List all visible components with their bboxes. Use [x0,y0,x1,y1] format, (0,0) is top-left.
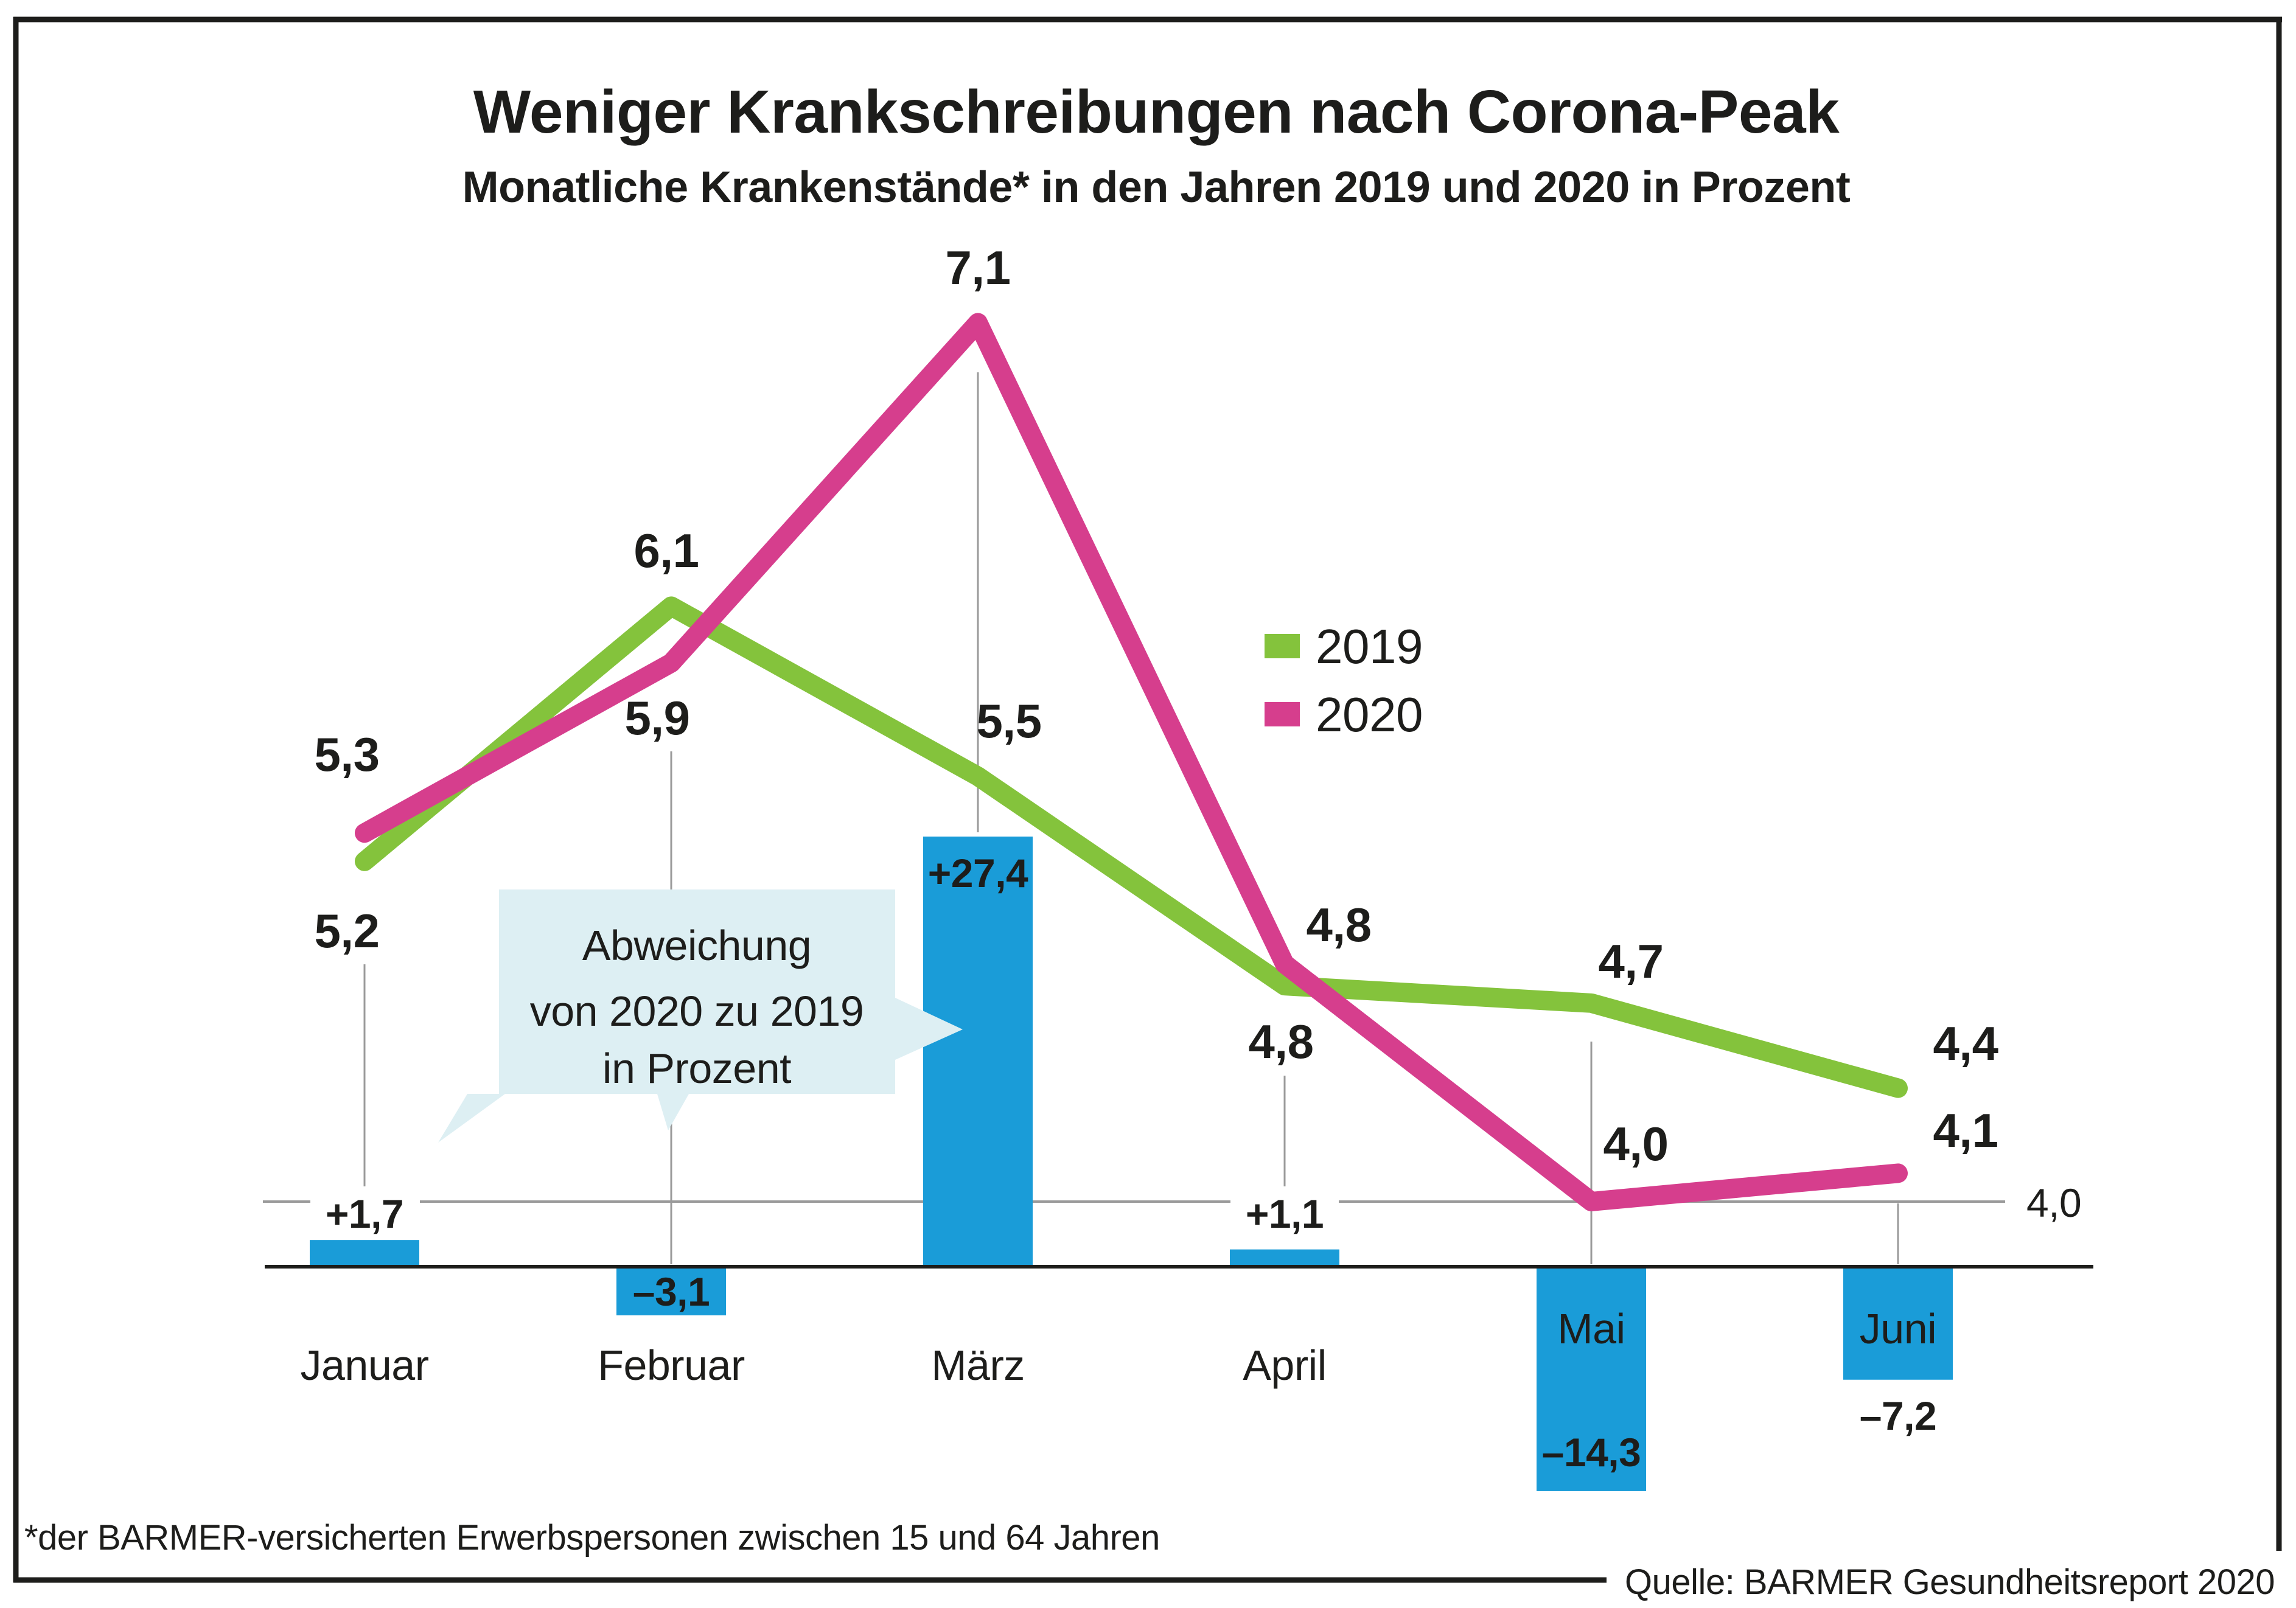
legend-label-2020: 2020 [1316,687,1423,742]
page-title: Weniger Krankschreibungen nach Corona-Pe… [473,78,1840,146]
value-label-2019-januar: 5,2 [315,904,380,958]
bubble-tail-right [895,998,963,1060]
gridline-value-label: 4,0 [2026,1180,2081,1225]
month-label-april: April [1243,1342,1327,1389]
bar-value-label: –7,2 [1860,1393,1936,1438]
value-label-2020-mai: 4,0 [1603,1117,1669,1171]
frame-border [13,16,2282,1583]
month-labels-layer: Januar Februar März April Mai Juni [300,1305,1936,1389]
value-label-2020-juni: 4,1 [1933,1104,1998,1157]
month-label-juni: Juni [1860,1305,1936,1352]
bubble-text-line2: von 2020 zu 2019 [530,987,864,1035]
series-value-labels-layer: 5,2 6,1 5,5 4,8 4,7 4,4 5,3 5,9 7,1 4,8 4,0 4,1 [315,241,1999,1171]
bar-value-label: –3,1 [633,1269,710,1314]
month-label-märz: März [931,1342,1025,1389]
deviation-bars-layer [310,837,1953,1491]
legend-label-2019: 2019 [1316,619,1423,673]
value-label-2020-januar: 5,3 [315,728,380,781]
footnote: *der BARMER-versicherten Erwerbspersonen… [24,1518,1160,1558]
value-label-2020-märz: 7,1 [946,241,1011,294]
deviation-bar-märz [923,837,1033,1267]
month-label-januar: Januar [300,1342,428,1389]
month-label-mai: Mai [1557,1305,1625,1352]
bar-value-label: +1,7 [326,1191,403,1236]
page-subtitle: Monatliche Krankenstände* in den Jahren … [462,163,1851,212]
value-label-2019-februar: 6,1 [634,524,699,577]
bubble-text-line3: in Prozent [602,1045,791,1092]
series-lines-layer [355,313,1908,1211]
annotation-bubble: Abweichung von 2020 zu 2019 in Prozent [438,889,963,1143]
value-label-2020-april: 4,8 [1307,898,1372,952]
bubble-tail-bottom [657,1094,689,1130]
bar-value-labels-layer: +1,7 –3,1 +27,4 +1,1 –14,3 –7,2 [326,851,1937,1475]
source-credit: Quelle: BARMER Gesundheitsreport 2020 [1625,1562,2275,1602]
bar-value-label: –14,3 [1542,1430,1641,1475]
deviation-bar-januar [310,1240,419,1267]
bar-value-label: +27,4 [928,851,1028,896]
deviation-bar-mai [1537,1267,1646,1491]
value-label-2019-april: 4,8 [1249,1015,1314,1068]
value-label-2020-februar: 5,9 [625,691,690,745]
bubble-text-line1: Abweichung [582,922,811,969]
value-label-2019-juni: 4,4 [1933,1017,1998,1070]
deviation-bar-april [1230,1249,1339,1267]
value-label-2019-mai: 4,7 [1599,935,1664,988]
legend-swatch-2020 [1265,702,1300,726]
deviation-bar-februar [616,1267,726,1315]
bubble-body [499,889,895,1094]
deviation-bar-juni [1843,1267,1953,1380]
legend-swatch-2019 [1265,634,1300,658]
bubble-tail-left [438,1094,505,1143]
series-line-2019 [355,596,1908,1098]
month-label-februar: Februar [598,1342,745,1389]
series-line-2020 [355,313,1908,1211]
legend: 2019 2020 [1265,619,1423,742]
bar-value-label: +1,1 [1246,1191,1324,1236]
value-label-2019-märz: 5,5 [977,694,1042,748]
